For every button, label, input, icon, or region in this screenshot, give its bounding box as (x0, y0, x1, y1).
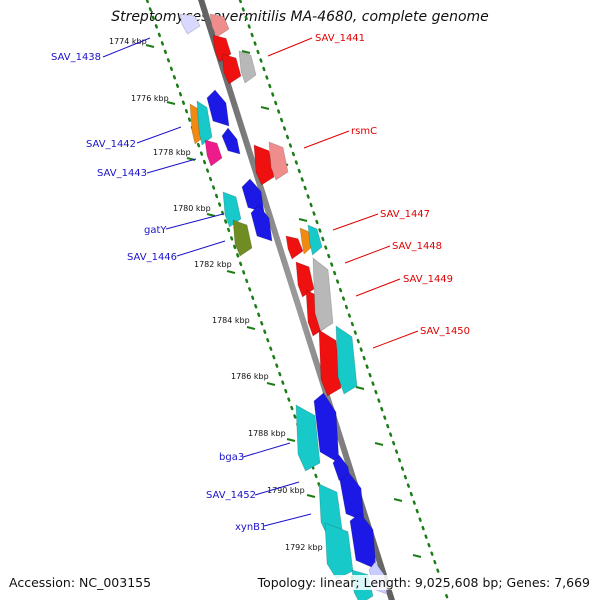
gene-sav-1443-blue (221, 127, 241, 155)
leader-bga3 (242, 442, 291, 458)
gene-sav-1443-pink (204, 139, 223, 167)
gene-top-red (209, 13, 230, 38)
axis-label-1786: 1786 kbp (231, 372, 269, 381)
right-axis-tick-9 (412, 554, 422, 558)
axis-tick-6 (266, 382, 276, 386)
genome-axis-labels: 1774 kbp 1776 kbp 1778 kbp 1780 kbp 1782… (109, 37, 323, 552)
axis-label-1792: 1792 kbp (285, 543, 323, 552)
right-axis-tick-8 (393, 498, 403, 502)
right-axis-tick-3 (298, 218, 308, 222)
leader-sav-1438 (102, 37, 151, 58)
gene-sav-1447-cyan (307, 224, 323, 256)
genome-summary-text: Topology: linear; Length: 9,025,608 bp; … (257, 575, 590, 590)
gene-label-sav-1446: SAV_1446 (127, 252, 177, 263)
gene-labels: SAV_1438 SAV_1442 SAV_1443 gatY SAV_1446… (51, 33, 470, 533)
right-axis-tick-7 (374, 442, 384, 446)
right-axis-tick-1 (260, 106, 270, 110)
axis-tick-3 (206, 213, 216, 217)
accession-text: Accession: NC_003155 (9, 575, 152, 590)
gene-label-gaty: gatY (144, 225, 167, 236)
right-track-guide (238, 0, 450, 600)
gene-label-xynb1: xynB1 (235, 522, 266, 533)
gene-sav-1446-olive (232, 219, 253, 257)
gene-label-sav-1452: SAV_1452 (206, 490, 256, 501)
gene-sav-1447-red (285, 235, 304, 260)
axis-label-1790: 1790 kbp (267, 486, 305, 495)
gene-label-sav-1438: SAV_1438 (51, 52, 101, 63)
axis-tick-4 (226, 270, 236, 274)
gene-xynb1-cyan (324, 522, 354, 580)
gene-sav-1450-cyan (335, 325, 358, 395)
gene-top-left (179, 13, 201, 35)
gene-label-bga3: bga3 (219, 452, 244, 463)
right-axis-tick-0 (241, 50, 251, 54)
gene-label-rsmc: rsmC (351, 126, 377, 137)
leader-gaty (165, 213, 224, 230)
axis-label-1774: 1774 kbp (109, 37, 147, 46)
axis-tick-5 (246, 326, 256, 330)
gene-rsmc-red (253, 144, 275, 186)
leader-sav-1441 (267, 37, 313, 57)
genome-backbone (198, 0, 395, 600)
gene-sav-1450-red (318, 329, 342, 397)
axis-label-1784: 1784 kbp (212, 316, 250, 325)
axis-tick-8 (306, 494, 316, 498)
axis-tick-1 (166, 101, 176, 105)
leader-sav-1450 (372, 330, 419, 349)
leader-sav-1443 (146, 158, 197, 174)
gene-label-leaders (102, 37, 419, 527)
gene-bga3-blue (313, 392, 340, 464)
gene-features (179, 13, 388, 600)
gene-sav-1441-b (221, 53, 242, 85)
gene-label-sav-1449: SAV_1449 (403, 274, 453, 285)
gene-sav-1449-gray (312, 257, 334, 332)
right-axis-tick-6 (355, 386, 365, 390)
leader-sav-1449 (355, 278, 401, 297)
gene-label-sav-1442: SAV_1442 (86, 139, 136, 150)
gene-xynb1-blue (349, 512, 377, 570)
leader-sav-1442 (136, 126, 182, 144)
gene-label-sav-1441: SAV_1441 (315, 33, 365, 44)
gene-rsmc-salmon (268, 141, 289, 181)
axis-label-1780: 1780 kbp (173, 204, 211, 213)
gene-sav-1442-blue (206, 89, 230, 127)
leader-sav-1448 (344, 245, 391, 264)
gene-sav-1447-orange (299, 227, 314, 255)
gene-sav-1446-blue (250, 204, 273, 242)
gene-label-sav-1448: SAV_1448 (392, 241, 442, 252)
gene-label-sav-1443: SAV_1443 (97, 168, 147, 179)
gene-sav-1448-a (295, 261, 315, 298)
leader-rsmc (303, 130, 350, 149)
axis-label-1788: 1788 kbp (248, 429, 286, 438)
axis-tick-0 (145, 44, 155, 48)
gene-label-sav-1450: SAV_1450 (420, 326, 470, 337)
leader-sav-1447 (332, 213, 379, 231)
axis-label-1782: 1782 kbp (194, 260, 232, 269)
leader-sav-1452 (254, 481, 300, 496)
axis-label-1776: 1776 kbp (131, 94, 169, 103)
leader-xynb1 (263, 513, 312, 527)
gene-label-sav-1447: SAV_1447 (380, 209, 430, 220)
axis-tick-7 (286, 438, 296, 442)
gene-bga3-cyan (295, 404, 321, 472)
leader-sav-1446 (176, 240, 226, 257)
gene-sav-1441-gray (238, 50, 257, 84)
genome-backbone-line (198, 0, 395, 600)
axis-label-1778: 1778 kbp (153, 148, 191, 157)
